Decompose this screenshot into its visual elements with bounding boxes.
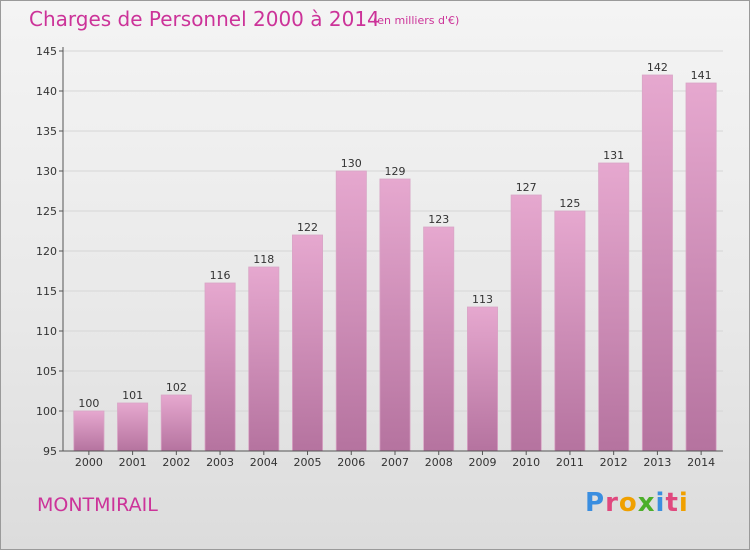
bar-2005 [291, 234, 323, 452]
chart-title: Charges de Personnel 2000 à 2014 [29, 7, 380, 31]
bar-2008 [423, 226, 455, 452]
data-label: 116 [210, 269, 231, 282]
x-tick-label: 2003 [206, 456, 234, 469]
y-tick-label: 135 [36, 125, 57, 138]
y-tick-label: 125 [36, 205, 57, 218]
data-label: 118 [253, 253, 274, 266]
logo-letter: i [655, 488, 666, 518]
data-label: 130 [341, 157, 362, 170]
logo-letter: i [678, 488, 689, 518]
x-tick-label: 2000 [75, 456, 103, 469]
data-label: 113 [472, 293, 493, 306]
data-label: 100 [78, 397, 99, 410]
x-tick-label: 2007 [381, 456, 409, 469]
data-label: 125 [559, 197, 580, 210]
x-tick-label: 2002 [162, 456, 190, 469]
x-tick-label: 2011 [556, 456, 584, 469]
y-tick-label: 130 [36, 165, 57, 178]
x-tick-label: 2006 [337, 456, 365, 469]
y-tick-label: 120 [36, 245, 57, 258]
bar-2003 [204, 282, 236, 452]
bar-2011 [554, 210, 586, 452]
bar-2000 [73, 410, 105, 452]
data-label: 102 [166, 381, 187, 394]
data-label: 129 [385, 165, 406, 178]
x-tick-label: 2005 [294, 456, 322, 469]
bar-2009 [466, 306, 498, 452]
y-tick-label: 110 [36, 325, 57, 338]
bar-2014 [685, 82, 717, 452]
axes: 95 100 105 110 115 120 125 130 135 140 145 2000 2001… [36, 45, 723, 469]
data-label: 142 [647, 61, 668, 74]
bar-2004 [248, 266, 280, 452]
bar-2006 [335, 170, 367, 452]
logo-letter: t [665, 488, 679, 518]
y-tick-label: 100 [36, 405, 57, 418]
bar-2001 [117, 402, 149, 452]
data-label: 122 [297, 221, 318, 234]
data-label: 101 [122, 389, 143, 402]
x-tick-label: 2008 [425, 456, 453, 469]
bar-2007 [379, 178, 411, 452]
data-label: 123 [428, 213, 449, 226]
proxiti-logo: Proxiti [585, 488, 689, 518]
x-tick-label: 2004 [250, 456, 278, 469]
bar-2012 [598, 162, 630, 452]
y-tick-label: 145 [36, 45, 57, 58]
data-labels: 100 101 102 116 118 122 130 129 123 113 127 125 131 1… [78, 61, 711, 410]
bar-2013 [641, 74, 673, 452]
logo-letter: o [618, 488, 638, 518]
bar-2002 [160, 394, 192, 452]
logo-letter: P [585, 488, 606, 518]
y-tick-label: 95 [43, 445, 57, 458]
x-tick-label: 2010 [512, 456, 540, 469]
y-tick-label: 115 [36, 285, 57, 298]
y-tick-label: 105 [36, 365, 57, 378]
data-label: 141 [691, 69, 712, 82]
data-label: 131 [603, 149, 624, 162]
data-label: 127 [516, 181, 537, 194]
x-tick-label: 2012 [600, 456, 628, 469]
y-tick-label: 140 [36, 85, 57, 98]
x-tick-label: 2013 [643, 456, 671, 469]
bars [73, 74, 717, 452]
x-tick-label: 2001 [119, 456, 147, 469]
logo-letter: x [637, 488, 656, 518]
chart-subtitle: (en milliers d'€) [373, 14, 460, 27]
x-tick-label: 2014 [687, 456, 715, 469]
bar-2010 [510, 194, 542, 452]
x-tick-label: 2009 [468, 456, 496, 469]
commune-name: MONTMIRAIL [37, 494, 158, 516]
logo-letter: r [605, 488, 619, 518]
